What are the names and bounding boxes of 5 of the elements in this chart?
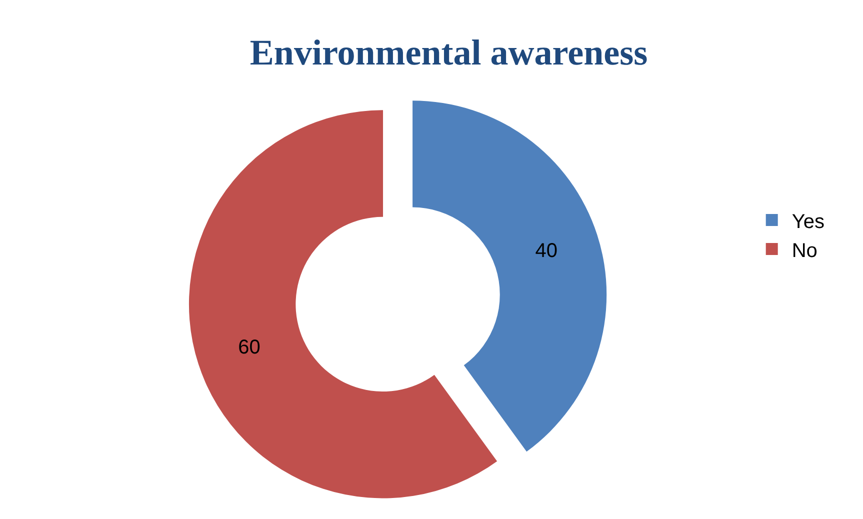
chart-title: Environmental awareness [250, 32, 648, 72]
legend-label: No [792, 240, 818, 262]
data-label: 40 [535, 240, 558, 262]
data-label: 60 [238, 336, 260, 359]
legend-label: Yes [792, 210, 824, 233]
